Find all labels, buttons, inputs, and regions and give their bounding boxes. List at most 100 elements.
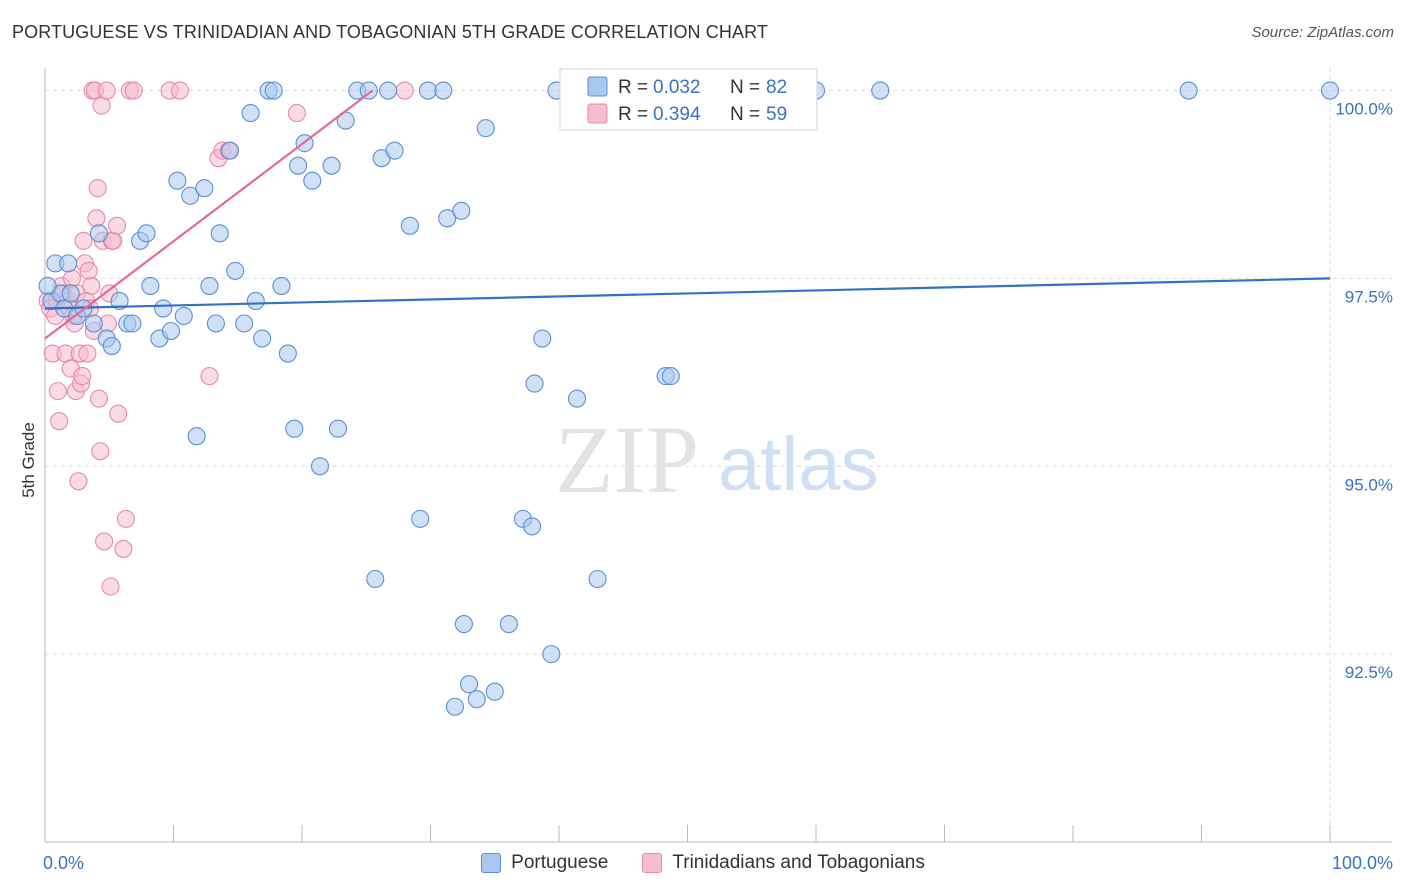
data-point — [411, 509, 430, 528]
data-point — [84, 314, 103, 333]
series-trinidadians-points — [38, 81, 414, 596]
data-point — [542, 645, 561, 664]
chart-title: PORTUGUESE VS TRINIDADIAN AND TOBAGONIAN… — [12, 22, 768, 42]
legend-r-label: R = — [618, 104, 648, 125]
legend-r-value: 0.032 — [653, 77, 701, 98]
data-point — [210, 224, 229, 243]
data-point — [522, 517, 542, 536]
data-point — [366, 569, 385, 589]
y-axis-label: 5th Grade — [19, 422, 38, 498]
data-point — [200, 367, 219, 386]
data-point — [137, 224, 156, 243]
legend-swatch-trinidadians — [642, 853, 663, 873]
data-point — [264, 81, 283, 100]
bottom-legend: Portuguese Trinidadians and Tobagonians — [0, 852, 1406, 874]
data-point — [567, 389, 587, 408]
data-point — [187, 427, 206, 446]
legend-r-value: 0.394 — [653, 104, 701, 125]
legend-label-portuguese: Portuguese — [511, 852, 609, 873]
data-point — [310, 457, 330, 476]
data-point — [92, 96, 111, 115]
data-point — [226, 261, 245, 280]
series-portuguese-points — [38, 81, 1340, 716]
data-point — [89, 389, 109, 408]
watermark-atlas: atlas — [718, 422, 879, 507]
axes: 92.5% 95.0% 97.5% 100.0% 0.0% 100.0% — [43, 68, 1393, 873]
legend-swatch-portuguese — [481, 853, 502, 873]
legend-n-value: 82 — [766, 77, 787, 98]
data-point — [533, 329, 552, 348]
data-point — [200, 276, 219, 295]
data-point — [195, 179, 214, 198]
source-label: Source: ZipAtlas.com — [1251, 24, 1394, 41]
data-point — [87, 209, 106, 228]
data-point — [1179, 81, 1198, 100]
data-point — [38, 276, 57, 295]
trend-lines — [44, 89, 1331, 340]
trend-line — [44, 277, 1331, 310]
data-point — [359, 81, 378, 100]
data-point — [235, 314, 254, 333]
data-point — [588, 569, 607, 589]
data-point — [525, 374, 544, 393]
data-point — [476, 119, 495, 138]
data-point — [434, 81, 453, 100]
legend-label-trinidadians: Trinidadians and Tobagonians — [672, 852, 925, 873]
legend-n-value: 59 — [766, 104, 787, 125]
data-point — [62, 269, 82, 288]
data-point — [95, 532, 114, 551]
data-point — [74, 231, 93, 250]
data-point — [445, 697, 464, 716]
x-tick-label: 0.0% — [43, 853, 84, 873]
data-point — [499, 615, 518, 634]
data-point — [181, 186, 200, 205]
y-tick-label: 95.0% — [1345, 475, 1393, 494]
data-point — [89, 224, 109, 243]
stats-legend: R = 0.032 N = 82 R = 0.394 N = 59 — [559, 68, 818, 131]
x-tick-label: 100.0% — [1332, 853, 1393, 873]
data-point — [241, 104, 260, 123]
data-point — [124, 81, 143, 100]
data-point — [101, 577, 120, 596]
watermark: ZIP atlas — [555, 406, 879, 513]
data-point — [82, 276, 101, 295]
data-point — [97, 81, 116, 100]
y-tick-label: 92.5% — [1345, 663, 1393, 682]
data-point — [454, 615, 473, 634]
data-point — [467, 690, 486, 709]
data-point — [871, 81, 890, 100]
data-point — [206, 314, 225, 333]
data-point — [438, 209, 457, 228]
data-point — [161, 321, 180, 341]
data-point — [285, 419, 304, 438]
data-point — [170, 81, 189, 100]
data-point — [485, 682, 504, 701]
data-point — [88, 179, 107, 198]
y-tick-label: 100.0% — [1335, 100, 1393, 119]
data-point — [272, 276, 291, 295]
data-point — [48, 382, 67, 401]
data-point — [418, 81, 437, 100]
data-point — [220, 141, 240, 160]
trend-line — [44, 89, 374, 340]
data-point — [78, 344, 97, 363]
legend-r-label: R = — [618, 77, 648, 98]
data-point — [110, 291, 129, 311]
data-point — [73, 367, 92, 386]
legend-n-label: N = — [730, 77, 760, 98]
data-point — [287, 104, 306, 123]
data-point — [123, 314, 142, 333]
data-point — [116, 509, 136, 528]
data-point — [400, 216, 419, 235]
data-point — [253, 329, 272, 348]
data-point — [61, 284, 80, 303]
data-point — [59, 254, 78, 273]
legend-item-portuguese: Portuguese — [481, 852, 608, 874]
data-point — [50, 412, 69, 431]
legend-swatch-trinidadians — [587, 103, 608, 124]
data-point — [141, 276, 160, 295]
data-point — [107, 216, 127, 235]
data-point — [459, 675, 479, 694]
data-point — [328, 419, 348, 438]
